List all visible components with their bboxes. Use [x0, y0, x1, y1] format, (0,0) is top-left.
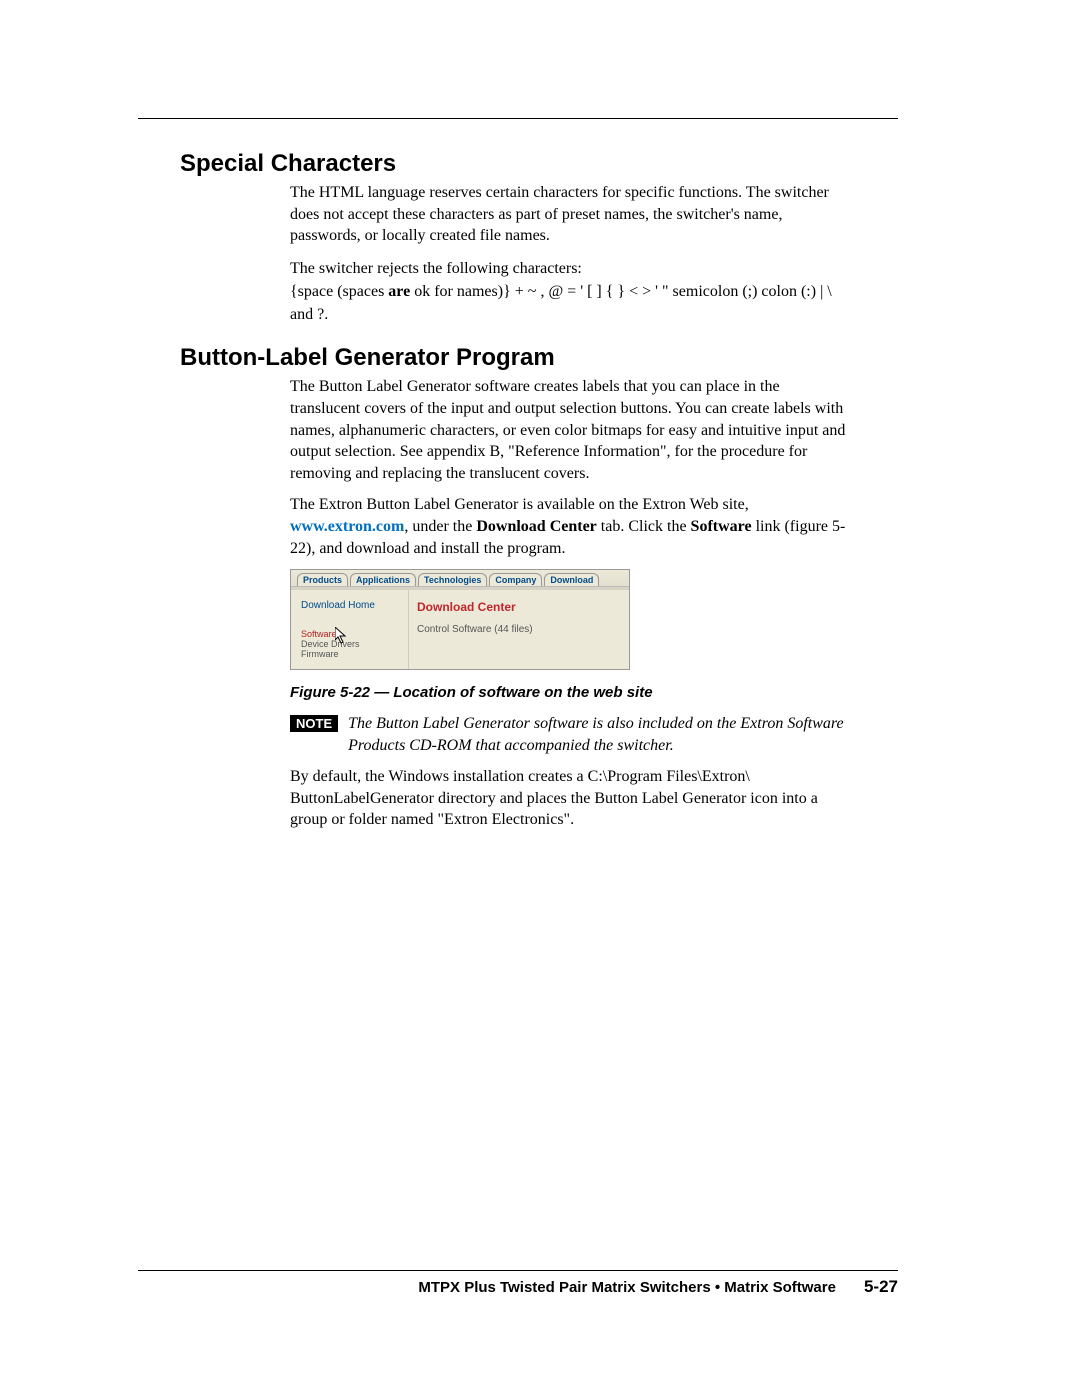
tab-download: Download: [544, 573, 599, 586]
note-block: NOTE The Button Label Generator software…: [290, 713, 850, 756]
blg-bold-software: Software: [691, 518, 752, 535]
page-footer: MTPX Plus Twisted Pair Matrix Switchers …: [138, 1270, 898, 1297]
figure-screenshot: Products Applications Technologies Compa…: [290, 569, 630, 670]
blg-download-para: The Extron Button Label Generator is ava…: [290, 494, 850, 559]
special-chars-intro: The HTML language reserves certain chara…: [290, 182, 850, 247]
sidebar-software: Software: [301, 629, 400, 639]
cursor-icon: [335, 627, 349, 645]
extron-link[interactable]: www.extron.com: [290, 518, 404, 535]
footer-page-number: 5-27: [864, 1277, 898, 1297]
blg-install-path: By default, the Windows installation cre…: [290, 766, 850, 831]
screenshot-sidebar: Download Home Software Device Drivers Fi…: [291, 590, 409, 669]
special-chars-list: The switcher rejects the following chara…: [290, 257, 850, 327]
tab-technologies: Technologies: [418, 573, 487, 586]
screenshot-main: Download Center Control Software (44 fil…: [409, 590, 629, 669]
footer-rule: [138, 1270, 898, 1271]
main-download-center: Download Center: [417, 600, 621, 614]
blg-p2-b: , under the: [404, 518, 476, 535]
tab-products: Products: [297, 573, 348, 586]
note-badge: NOTE: [290, 715, 338, 732]
main-control-software: Control Software (44 files): [417, 624, 621, 635]
rejects-intro: The switcher rejects the following chara…: [290, 260, 582, 277]
tab-company: Company: [489, 573, 542, 586]
blg-p2-a: The Extron Button Label Generator is ava…: [290, 496, 749, 513]
sidebar-download-home: Download Home: [301, 600, 400, 611]
chars-prefix: {space (spaces: [290, 283, 388, 300]
note-text: The Button Label Generator software is a…: [348, 713, 850, 756]
figure-caption: Figure 5-22 — Location of software on th…: [290, 684, 850, 701]
screenshot-tabs: Products Applications Technologies Compa…: [291, 570, 629, 586]
tab-applications: Applications: [350, 573, 416, 586]
chars-bold-are: are: [388, 283, 410, 300]
section-heading-special-characters: Special Characters: [180, 150, 900, 178]
sidebar-device-drivers: Device Drivers: [301, 639, 400, 649]
blg-bold-download-center: Download Center: [476, 518, 596, 535]
blg-p2-c: tab. Click the: [597, 518, 691, 535]
blg-intro: The Button Label Generator software crea…: [290, 376, 850, 484]
section-heading-button-label: Button-Label Generator Program: [180, 344, 900, 372]
sidebar-software-label: Software: [301, 629, 337, 639]
sidebar-firmware: Firmware: [301, 649, 400, 659]
footer-title: MTPX Plus Twisted Pair Matrix Switchers …: [418, 1279, 836, 1296]
header-rule: [138, 118, 898, 119]
